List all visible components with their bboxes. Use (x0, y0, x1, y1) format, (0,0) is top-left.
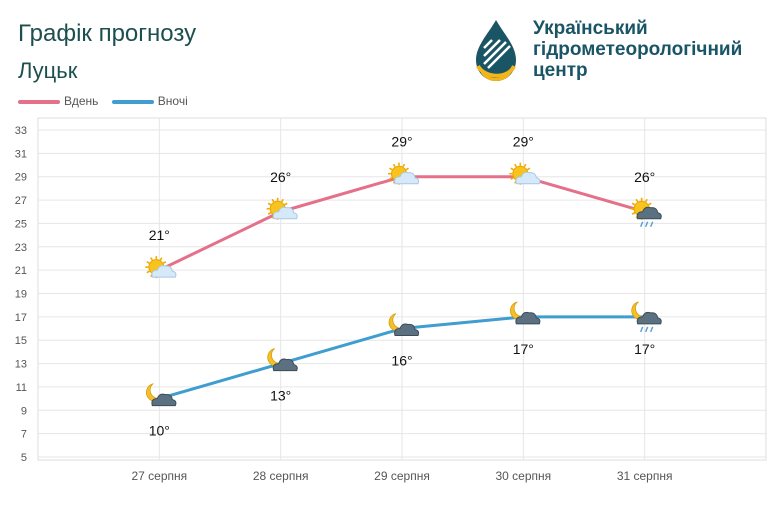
org-name-line3: центр (533, 60, 588, 81)
night-data-label: 16° (391, 353, 412, 369)
moon-cloud-icon (145, 383, 177, 407)
chart-legend: Вдень Вночі (18, 94, 198, 108)
day-data-label: 26° (270, 169, 291, 185)
legend-item-day[interactable]: Вдень (18, 94, 98, 108)
org-name-line1: Український (533, 18, 648, 39)
sun-cloud-icon (145, 256, 177, 279)
y-tick-label: 17 (15, 312, 27, 324)
x-tick-label: 28 серпня (253, 469, 309, 483)
legend-day-label: Вдень (64, 94, 99, 108)
y-tick-label: 27 (15, 195, 27, 207)
y-tick-label: 21 (15, 265, 27, 277)
y-tick-label: 19 (15, 289, 27, 301)
sun-cloud-icon (266, 197, 298, 220)
day-data-label: 29° (513, 134, 534, 150)
sun-cloud-icon (388, 162, 420, 185)
y-tick-label: 7 (21, 429, 27, 441)
org-name: Український гідрометеорологічний центр (533, 18, 742, 81)
x-tick-label: 30 серпня (496, 469, 552, 483)
legend-day-swatch (18, 99, 60, 104)
y-tick-label: 23 (15, 242, 27, 254)
moon-cloud-icon (267, 348, 298, 372)
y-tick-label: 5 (21, 452, 27, 464)
moon-rain-cloud-icon (631, 301, 662, 333)
x-tick-label: 27 серпня (132, 469, 188, 483)
sun-rain-cloud-icon (630, 197, 662, 228)
org-name-line2: гідрометеорологічний (533, 39, 743, 60)
moon-cloud-icon (509, 301, 541, 325)
y-tick-label: 33 (15, 125, 27, 137)
x-tick-label: 31 серпня (617, 469, 673, 483)
moon-cloud-icon (388, 313, 420, 337)
night-data-label: 10° (149, 423, 170, 439)
drop-logo-icon (476, 20, 516, 81)
night-data-label: 17° (513, 341, 534, 357)
org-logo: Український гідрометеорологічний центр (470, 18, 770, 88)
day-data-label: 21° (149, 227, 170, 243)
sun-cloud-icon (509, 162, 541, 185)
y-tick-label: 29 (15, 172, 27, 184)
page-title: Графік прогнозу (18, 20, 197, 47)
y-tick-label: 11 (16, 382, 27, 394)
y-tick-label: 9 (21, 405, 27, 417)
day-data-label: 29° (391, 134, 412, 150)
legend-night-swatch (111, 99, 154, 104)
x-tick-label: 29 серпня (374, 469, 430, 483)
day-data-label: 26° (634, 169, 655, 185)
city-name: Луцьк (18, 58, 78, 83)
y-tick-label: 25 (15, 218, 27, 230)
y-tick-label: 15 (15, 335, 27, 347)
legend-item-night[interactable]: Вночі (111, 94, 188, 108)
y-tick-label: 13 (15, 359, 27, 371)
y-tick-label: 31 (15, 148, 27, 160)
night-data-label: 17° (634, 341, 655, 357)
legend-night-label: Вночі (157, 94, 188, 108)
night-data-label: 13° (270, 388, 291, 404)
